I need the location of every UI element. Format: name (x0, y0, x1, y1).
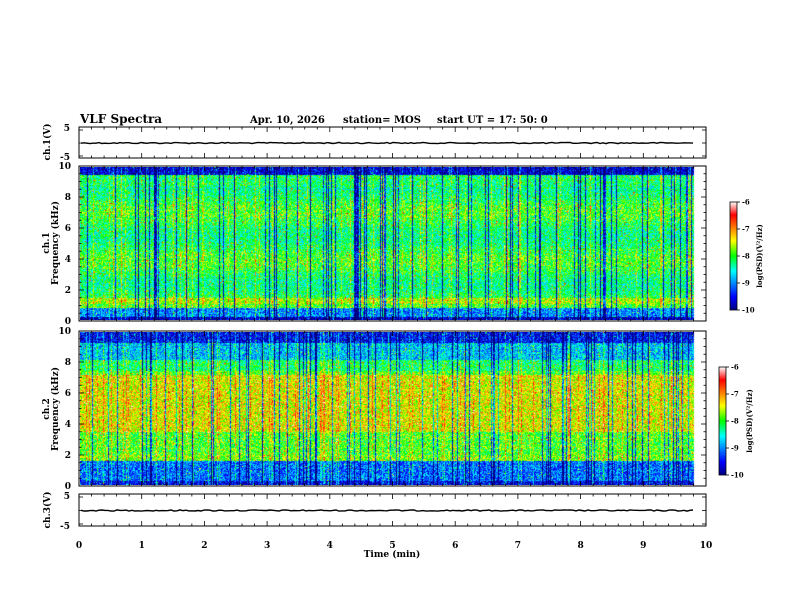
ch2-colorbar: -6 -7 -8 -9 -10 log(PSD)(V²/Hz) (718, 363, 754, 480)
xtick-label-6: 6 (452, 541, 458, 551)
ch1-waveform-ylabel: ch.1(V) (42, 124, 53, 161)
station-label: station= MOS (343, 115, 421, 126)
ch3-waveform-line (80, 509, 694, 512)
ch1-waveform-line (80, 141, 694, 145)
xtick-label-2: 2 (201, 541, 207, 551)
xtick-label-1: 1 (139, 541, 145, 551)
ch3-waveform-ylabel: ch.3(V) (42, 492, 53, 529)
ch2-spectrogram-yticks: 0 2 4 6 8 10 (58, 327, 706, 492)
xtick-label-3: 3 (264, 541, 270, 551)
ch3-ytick-bottom: -5 (60, 522, 70, 532)
ytick-label-4: 4 (65, 255, 71, 265)
colorbar-tick-label--8: -8 (742, 252, 750, 261)
colorbar-tick-label--9: -9 (742, 279, 750, 288)
ch2-colorbar-ticks: -6 -7 -8 -9 -10 (726, 363, 744, 480)
colorbar-tick-label--10: -10 (742, 306, 755, 315)
colorbar-tick-label--7: -7 (742, 225, 750, 234)
ytick-label-2: 2 (65, 286, 71, 296)
ytick-label-2: 2 (65, 451, 71, 461)
ch2-colorbar-label: log(PSD)(V²/Hz) (745, 389, 754, 453)
ch1-spectrogram-panel: 0 2 4 6 8 10 ch.1 Frequency (kHz) -6 -7 -8 -9 -10… (42, 162, 764, 327)
xtick-label-10: 10 (700, 541, 713, 551)
time-axis: 0 1 2 3 4 5 6 7 8 9 10 (76, 127, 712, 551)
ytick-label-0: 0 (65, 482, 71, 492)
ch3-waveform-ticks (79, 496, 706, 525)
ch1-ytick-top: 5 (64, 124, 70, 134)
start-time-label: start UT = 17: 50: 0 (437, 115, 548, 126)
ytick-label-8: 8 (65, 193, 71, 203)
ch2-spectrogram-canvas (80, 332, 705, 485)
ch1-spectrogram-ylabel-freq: Frequency (kHz) (50, 201, 61, 285)
colorbar-tick-label--7: -7 (731, 390, 739, 399)
xtick-label-0: 0 (76, 541, 82, 551)
ytick-label-10: 10 (58, 327, 71, 337)
colorbar-tick-label--9: -9 (731, 444, 739, 453)
ch1-colorbar-ticks: -6 -7 -8 -9 -10 (737, 198, 755, 315)
ch1-colorbar: -6 -7 -8 -9 -10 log(PSD)(V²/Hz) (729, 198, 764, 315)
xtick-label-9: 9 (640, 541, 646, 551)
xtick-label-5: 5 (389, 541, 395, 551)
xtick-label-8: 8 (577, 541, 583, 551)
ch1-colorbar-gradient (729, 201, 738, 311)
ytick-label-4: 4 (65, 420, 71, 430)
figure-title: VLF Spectra (79, 112, 162, 126)
ch1-spectrogram-yticks: 0 2 4 6 8 10 (58, 162, 706, 327)
ytick-label-6: 6 (65, 389, 71, 399)
ch2-spectrogram-ylabel-channel: ch.2 (42, 398, 52, 419)
time-axis-label: Time (min) (364, 549, 421, 560)
ch1-spectrogram-image-holder (80, 167, 705, 320)
ch2-spectrogram-ylabel-freq: Frequency (kHz) (50, 367, 61, 451)
ch1-waveform-ticks (79, 129, 706, 157)
ch1-spectrogram-ylabel-channel: ch.1 (42, 232, 52, 253)
colorbar-tick-label--10: -10 (731, 471, 744, 480)
colorbar-tick-label--8: -8 (731, 417, 739, 426)
ytick-label-8: 8 (65, 358, 71, 368)
ch1-colorbar-label: log(PSD)(V²/Hz) (755, 224, 764, 288)
ytick-label-10: 10 (58, 162, 71, 172)
ch2-spectrogram-image-holder (80, 332, 705, 485)
colorbar-tick-label--6: -6 (742, 198, 750, 207)
ch1-spectrogram-canvas (80, 167, 705, 320)
ch2-colorbar-gradient (718, 366, 727, 476)
xtick-label-4: 4 (327, 541, 333, 551)
ytick-label-0: 0 (65, 317, 71, 327)
ch1-ytick-bottom: -5 (60, 153, 70, 163)
ch2-spectrogram-panel: 0 2 4 6 8 10 ch.2 Frequency (kHz) -6 -7 -8 -9 -10… (42, 327, 754, 492)
date-label: Apr. 10, 2026 (249, 115, 325, 126)
ch3-ytick-top: 5 (64, 492, 70, 502)
xtick-label-7: 7 (515, 541, 521, 551)
ytick-label-6: 6 (65, 224, 71, 234)
colorbar-tick-label--6: -6 (731, 363, 739, 372)
